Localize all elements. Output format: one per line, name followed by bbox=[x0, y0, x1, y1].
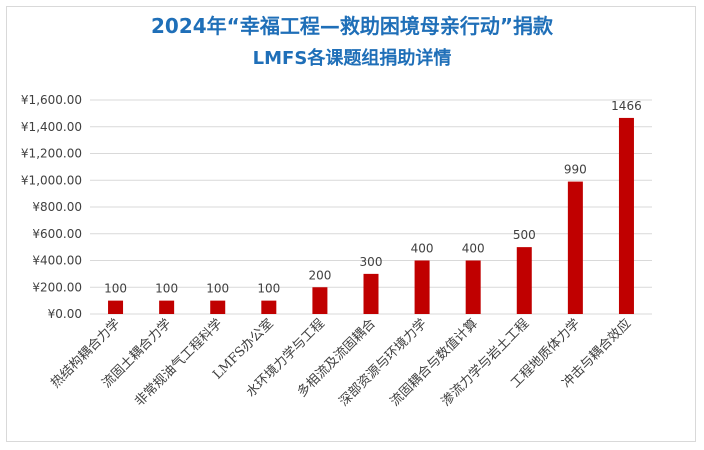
data-label: 400 bbox=[462, 242, 485, 256]
data-label: 990 bbox=[564, 163, 587, 177]
bar bbox=[618, 117, 634, 314]
data-label: 300 bbox=[360, 255, 383, 269]
y-tick-label: ¥400.00 bbox=[32, 254, 82, 268]
data-label: 200 bbox=[308, 268, 331, 282]
bar bbox=[414, 260, 430, 314]
bar bbox=[261, 300, 277, 314]
y-tick-label: ¥1,400.00 bbox=[21, 120, 82, 134]
bar bbox=[516, 247, 532, 314]
bar bbox=[465, 260, 481, 314]
data-label: 500 bbox=[513, 228, 536, 242]
y-tick-label: ¥200.00 bbox=[32, 280, 82, 294]
bar bbox=[210, 300, 226, 314]
y-tick-label: ¥0.00 bbox=[48, 307, 82, 321]
bar bbox=[159, 300, 175, 314]
data-label: 100 bbox=[155, 282, 178, 296]
data-label: 100 bbox=[104, 282, 127, 296]
chart-frame bbox=[6, 6, 696, 442]
y-tick-label: ¥1,200.00 bbox=[21, 147, 82, 161]
data-label: 400 bbox=[411, 242, 434, 256]
bar bbox=[312, 287, 328, 314]
y-tick-label: ¥1,000.00 bbox=[21, 173, 82, 187]
chart-title-line2: LMFS各课题组捐助详情 bbox=[252, 48, 452, 69]
x-tick-label: 渗流力学与岩土工程 bbox=[438, 316, 532, 410]
y-tick-label: ¥600.00 bbox=[32, 227, 82, 241]
x-tick-label: 深部资源与环境力学 bbox=[336, 316, 430, 410]
bar bbox=[108, 300, 124, 314]
y-tick-label: ¥1,600.00 bbox=[21, 93, 82, 107]
y-tick-label: ¥800.00 bbox=[32, 200, 82, 214]
data-label: 100 bbox=[257, 282, 280, 296]
x-tick-label: 非常规油气工程科学 bbox=[131, 316, 225, 410]
data-label: 100 bbox=[206, 282, 229, 296]
bar bbox=[363, 273, 379, 314]
bar bbox=[567, 181, 583, 314]
data-label: 1466 bbox=[611, 99, 642, 113]
chart-title-line1: 2024年“幸福工程—救助困境母亲行动”捐款 bbox=[151, 14, 553, 38]
x-tick-label: 流固耦合与数值计算 bbox=[387, 316, 481, 410]
